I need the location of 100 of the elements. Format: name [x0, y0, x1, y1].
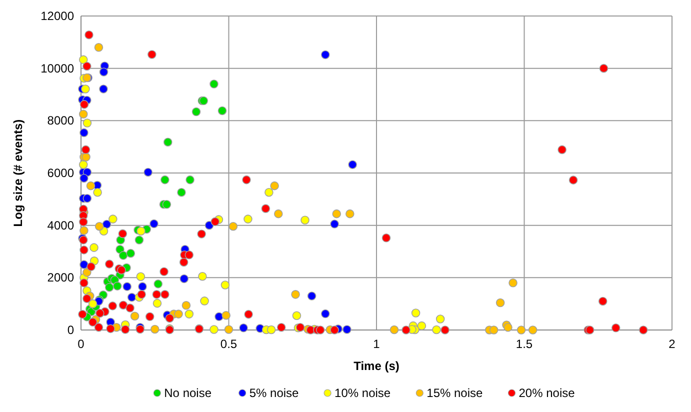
point: [180, 274, 189, 284]
legend-label: 20% noise: [518, 386, 576, 400]
point: [390, 325, 399, 334]
point: [222, 310, 230, 320]
point: [82, 194, 92, 203]
point: [516, 326, 526, 334]
point: [78, 55, 88, 64]
point: [411, 308, 420, 318]
y-tick-label: 0: [67, 323, 74, 337]
y-tick-label: 2000: [47, 270, 74, 285]
y-tick-label: 6000: [47, 166, 74, 180]
x-tick-label: 0.5: [220, 337, 238, 351]
x-tick-label: 1.5: [516, 337, 533, 351]
y-tick-label: 4000: [47, 218, 74, 232]
point: [122, 282, 132, 291]
point: [152, 298, 162, 308]
point: [174, 310, 183, 318]
point: [90, 243, 98, 252]
point: [224, 325, 234, 334]
point: [214, 312, 224, 322]
point: [78, 110, 88, 119]
point: [99, 84, 108, 94]
legend-label: No noise: [164, 386, 212, 400]
point: [330, 220, 339, 228]
point: [320, 50, 330, 60]
point: [307, 292, 316, 300]
point: [432, 325, 441, 334]
y-tick-label: 8000: [47, 114, 74, 128]
point: [489, 326, 498, 334]
point: [320, 309, 330, 318]
point: [177, 188, 186, 197]
point: [220, 280, 230, 290]
point: [291, 290, 300, 299]
point: [80, 260, 88, 269]
point: [228, 222, 238, 231]
point: [80, 128, 88, 138]
point: [86, 181, 96, 190]
point: [93, 188, 102, 197]
point: [528, 326, 538, 334]
point: [150, 219, 158, 228]
point: [210, 80, 218, 88]
point: [82, 118, 92, 128]
point: [78, 160, 88, 170]
legend-label: 5% noise: [249, 386, 300, 400]
point: [274, 209, 283, 218]
y-tick-label: 10000: [40, 61, 74, 76]
point: [244, 214, 252, 224]
point: [136, 226, 146, 236]
point: [264, 188, 274, 197]
x-tick-label: 2: [668, 337, 676, 351]
legend-label: 15% noise: [426, 386, 484, 400]
point: [108, 214, 118, 224]
point: [198, 272, 207, 281]
point: [154, 280, 163, 288]
point: [300, 216, 310, 224]
y-tick-label: 12000: [40, 9, 74, 23]
legend-label: 10% noise: [334, 386, 391, 400]
point: [292, 311, 302, 320]
point: [270, 181, 279, 190]
point: [192, 107, 201, 116]
point: [104, 282, 114, 292]
point: [417, 321, 426, 330]
point: [160, 175, 170, 184]
point: [239, 324, 248, 332]
x-axis-title: Time (s): [354, 359, 400, 373]
point: [138, 282, 147, 291]
point: [150, 324, 160, 334]
point: [134, 236, 144, 244]
point: [182, 301, 191, 310]
point: [130, 312, 140, 321]
point: [200, 296, 209, 306]
point: [144, 168, 152, 177]
point: [496, 298, 505, 308]
point: [184, 310, 194, 318]
point: [342, 325, 352, 334]
point: [218, 106, 227, 116]
point: [186, 175, 194, 184]
point: [80, 174, 88, 183]
point: [118, 251, 128, 260]
point: [346, 209, 354, 218]
point: [504, 322, 512, 332]
point: [127, 292, 136, 302]
point: [88, 299, 98, 308]
point: [436, 314, 445, 324]
point: [126, 248, 136, 258]
point: [332, 209, 342, 218]
x-tick-label: 1: [373, 337, 380, 351]
x-tick-label: 0: [78, 337, 85, 351]
point: [112, 282, 122, 290]
point: [162, 200, 172, 209]
point: [99, 68, 108, 76]
point: [94, 43, 104, 52]
point: [210, 325, 218, 334]
point: [80, 226, 88, 235]
point: [94, 222, 104, 231]
point: [81, 84, 90, 94]
point: [266, 325, 276, 334]
point: [508, 278, 518, 288]
point: [163, 138, 172, 147]
y-axis-title: Log size (# events): [11, 119, 25, 227]
